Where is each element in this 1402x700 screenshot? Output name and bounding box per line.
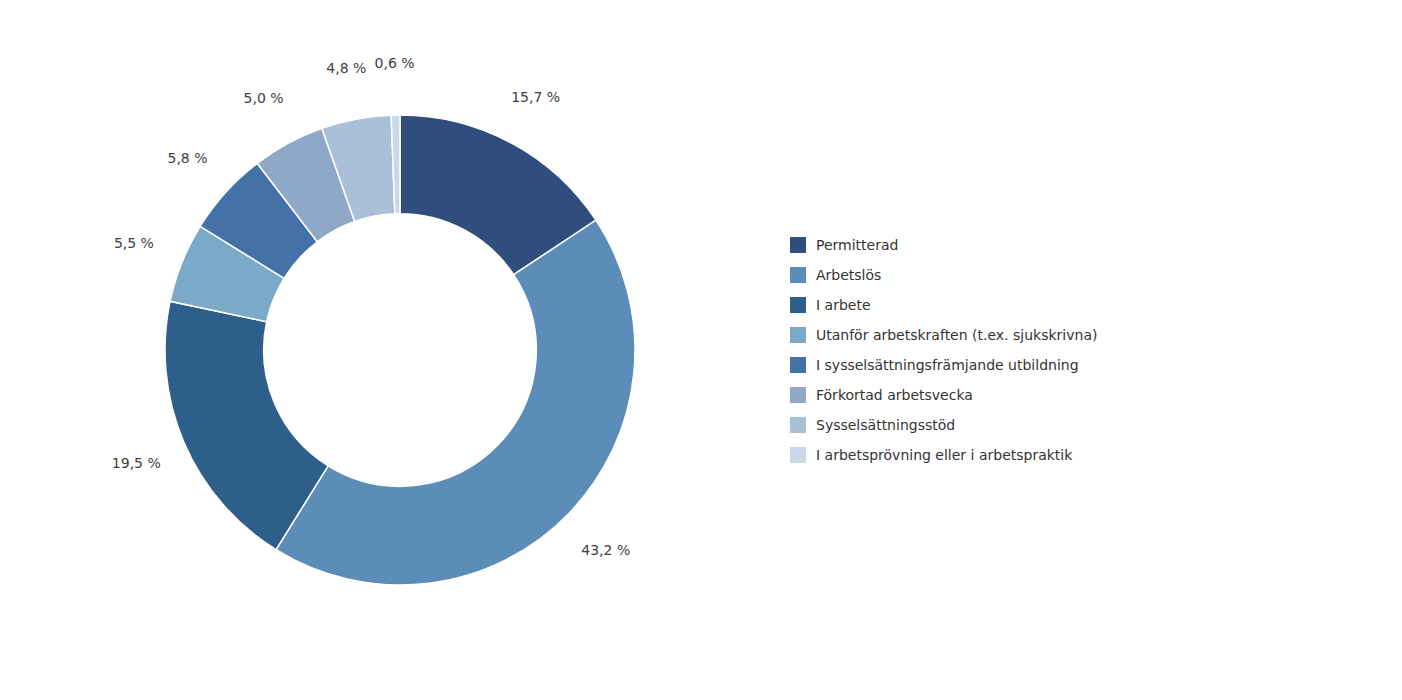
legend-label: I arbetsprövning eller i arbetspraktik — [816, 447, 1073, 463]
legend-label: I sysselsättningsfrämjande utbildning — [816, 357, 1079, 373]
legend: Permitterad Arbetslös I arbete Utanför arbe… — [790, 237, 1097, 463]
legend-label: Permitterad — [816, 237, 898, 253]
data-labels: 15,7 % 43,2 % 19,5 % 5,5 % 5,8 % 5,0 % 4,8 % 0,… — [112, 55, 630, 557]
data-label: 43,2 % — [581, 542, 630, 558]
legend-item: I arbete — [790, 297, 871, 313]
data-label: 4,8 % — [326, 60, 366, 76]
legend-swatch — [790, 327, 806, 343]
legend-swatch — [790, 357, 806, 373]
legend-swatch — [790, 447, 806, 463]
legend-item: Permitterad — [790, 237, 898, 253]
legend-item: Sysselsättningsstöd — [790, 417, 955, 433]
legend-item: Förkortad arbetsvecka — [790, 387, 973, 403]
data-label: 5,8 % — [167, 150, 207, 166]
legend-swatch — [790, 297, 806, 313]
legend-label: Arbetslös — [816, 267, 881, 283]
slice — [276, 220, 635, 585]
slice — [322, 115, 395, 221]
legend-label: Förkortad arbetsvecka — [816, 387, 973, 403]
legend-label: I arbete — [816, 297, 871, 313]
legend-label: Sysselsättningsstöd — [816, 417, 955, 433]
data-label: 5,0 % — [244, 90, 284, 106]
legend-swatch — [790, 387, 806, 403]
legend-item: I arbetsprövning eller i arbetspraktik — [790, 447, 1073, 463]
data-label: 5,5 % — [114, 235, 154, 251]
pie — [165, 115, 635, 585]
legend-item: Arbetslös — [790, 267, 881, 283]
legend-label: Utanför arbetskraften (t.ex. sjukskrivna… — [816, 327, 1097, 343]
legend-swatch — [790, 237, 806, 253]
data-label: 19,5 % — [112, 455, 161, 471]
legend-swatch — [790, 417, 806, 433]
slice — [165, 301, 328, 549]
legend-swatch — [790, 267, 806, 283]
slice — [391, 115, 400, 214]
legend-item: Utanför arbetskraften (t.ex. sjukskrivna… — [790, 327, 1097, 343]
data-label: 15,7 % — [511, 89, 560, 105]
chart: 15,7 % 43,2 % 19,5 % 5,5 % 5,8 % 5,0 % 4,8 % 0,… — [0, 0, 1402, 700]
data-label: 0,6 % — [375, 55, 415, 71]
legend-item: I sysselsättningsfrämjande utbildning — [790, 357, 1079, 373]
